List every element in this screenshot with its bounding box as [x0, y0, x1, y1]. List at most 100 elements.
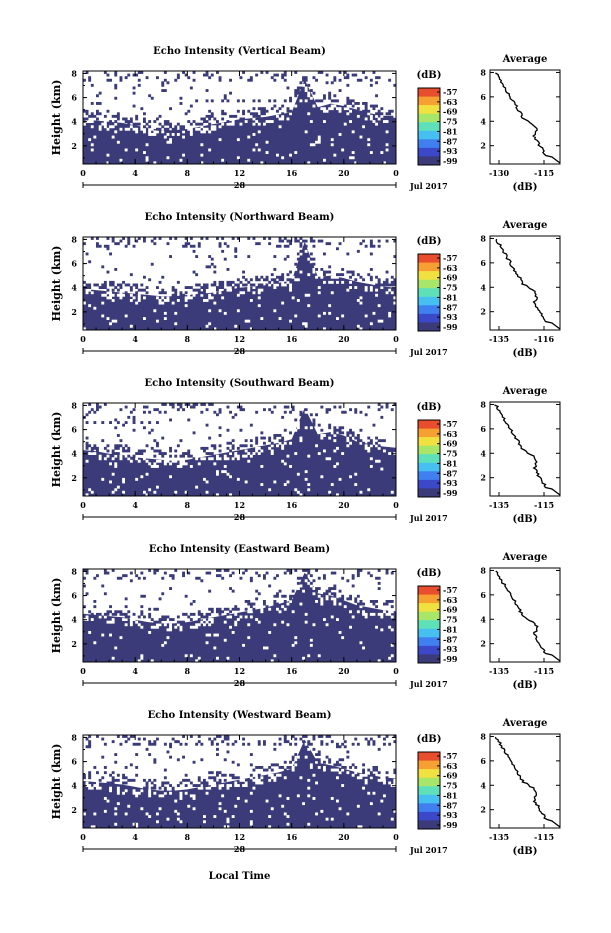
echo-cell [192, 600, 196, 603]
echo-gap [296, 587, 300, 590]
echo-cell [88, 771, 92, 775]
echo-gap [260, 607, 264, 611]
echo-gap [156, 485, 159, 489]
echo-gap [312, 143, 316, 147]
echo-cell [129, 735, 133, 738]
echo-cell [328, 735, 332, 738]
echo-cell [93, 576, 97, 580]
echo-cell [226, 569, 230, 572]
echo-gap [90, 120, 94, 123]
echo-cell [263, 441, 266, 445]
echo-cell [231, 571, 235, 575]
echo-gap [388, 311, 392, 315]
echo-cell [189, 244, 193, 248]
echo-gap [218, 291, 222, 295]
echo-cell [255, 441, 259, 445]
echo-cell [273, 434, 277, 437]
echo-gap [338, 107, 342, 111]
echo-cell [189, 286, 193, 289]
echo-gap [200, 143, 204, 147]
echo-cell [369, 441, 373, 445]
echo-gap [111, 135, 115, 139]
echo-cell [208, 117, 212, 121]
echo-cell [286, 278, 290, 282]
echo-cell [103, 569, 107, 572]
echo-gap [375, 288, 378, 292]
echo-cell [153, 439, 157, 443]
echo-cell [242, 742, 245, 746]
x-tick-label: 4 [132, 334, 138, 344]
echo-cell [163, 776, 167, 780]
echo-gap [182, 462, 185, 466]
echo-gap [380, 799, 384, 803]
echo-gap [163, 317, 167, 320]
echo-gap [273, 480, 277, 484]
echo-gap [234, 452, 238, 455]
echo-cell [312, 737, 316, 741]
echo-cell [328, 96, 332, 100]
y-axis-label: Height (km) [50, 246, 63, 322]
echo-cell [179, 405, 183, 409]
echo-gap [383, 449, 386, 453]
echo-gap [375, 293, 378, 297]
echo-gap [132, 296, 136, 300]
echo-cell [323, 96, 326, 100]
avg-y-tick-label: 2 [480, 805, 486, 815]
echo-cell [122, 735, 125, 738]
echo-cell [296, 86, 300, 90]
echo-gap [307, 304, 311, 308]
echo-gap [143, 490, 146, 494]
echo-cell [268, 242, 272, 246]
echo-gap [315, 781, 318, 785]
echo-cell [286, 244, 290, 248]
echo-cell [182, 571, 185, 575]
echo-cell [283, 768, 287, 772]
echo-cell [278, 589, 282, 593]
echo-gap [328, 436, 332, 440]
echo-gap [208, 618, 212, 621]
echo-cell [385, 600, 389, 603]
echo-cell [385, 571, 389, 575]
echo-gap [132, 791, 136, 795]
echo-gap [93, 812, 97, 816]
echo-cell [88, 286, 92, 289]
echo-gap [249, 454, 253, 458]
echo-cell [372, 766, 376, 769]
echo-cell [249, 78, 253, 82]
echo-cell [119, 239, 123, 243]
echo-gap [90, 148, 94, 152]
echo-cell [255, 439, 259, 443]
echo-gap [317, 654, 321, 658]
echo-cell [312, 262, 316, 266]
echo-cell [143, 778, 146, 782]
colorbar-tick-label: -81 [443, 126, 457, 136]
echo-cell [111, 237, 115, 240]
echo-cell [88, 403, 92, 406]
echo-cell [341, 594, 345, 598]
echo-cell [325, 592, 329, 596]
echo-cell [218, 449, 222, 453]
echo-cell [93, 766, 97, 769]
echo-cell [333, 76, 337, 80]
echo-cell [109, 252, 112, 256]
echo-gap [286, 480, 290, 484]
echo-cell [320, 742, 324, 746]
echo-gap [356, 776, 360, 780]
echo-gap [333, 768, 337, 772]
echo-cell [119, 576, 123, 580]
echo-cell [393, 239, 397, 243]
echo-gap [260, 776, 264, 780]
echo-gap [359, 825, 363, 829]
echo-cell [369, 242, 373, 246]
echo-gap [244, 615, 248, 619]
echo-cell [161, 83, 165, 87]
echo-cell [116, 434, 120, 437]
echo-cell [205, 423, 209, 427]
echo-cell [216, 781, 219, 785]
echo-cell [216, 747, 219, 751]
echo-gap [192, 293, 196, 297]
echo-cell [83, 280, 86, 284]
echo-cell [83, 569, 86, 572]
echo-cell [163, 120, 167, 123]
echo-cell [182, 244, 185, 248]
